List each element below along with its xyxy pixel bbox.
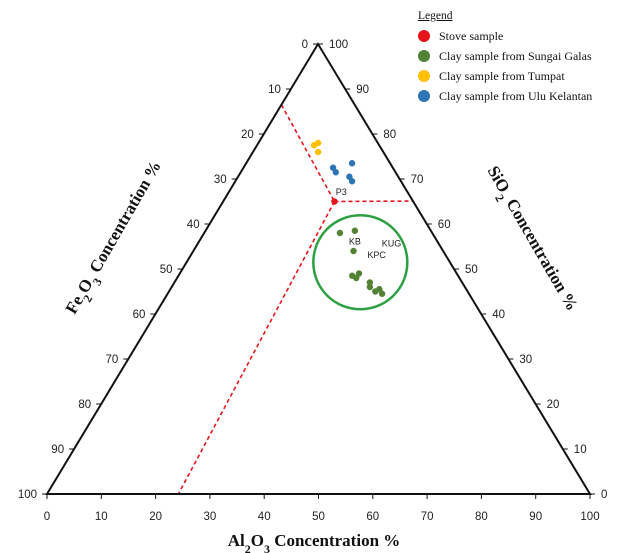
legend-title: Legend [418,10,642,22]
left-tick-label: 50 [160,264,173,276]
left-tick-label: 20 [241,129,254,141]
left-tick-label: 90 [51,444,64,456]
right-tick-label: 30 [519,354,532,366]
point-clay-sample-from-tumpat [315,149,321,155]
left-tick-label: 80 [78,399,91,411]
reference-dashed-line [281,105,334,202]
ternary-triangle [47,44,590,494]
right-tick-label: 70 [411,174,424,186]
legend-item-ulu-kelantan: Clay sample from Ulu Kelantan [418,86,642,106]
right-tick-label: 10 [574,444,587,456]
bottom-tick-label: 80 [475,511,488,523]
legend-item-stove: Stove sample [418,26,642,46]
legend-marker [418,50,430,62]
bottom-tick-label: 70 [421,511,434,523]
point-clay-sample-from-sungai-galas [353,275,359,281]
bottom-tick-label: 100 [580,511,599,523]
left-tick-label: 60 [133,309,146,321]
right-tick-label: 80 [383,129,396,141]
bottom-tick-label: 30 [204,511,217,523]
bottom-tick-label: 50 [312,511,325,523]
point-clay-sample-from-sungai-galas [352,228,358,234]
legend: Legend Stove sample Clay sample from Sun… [418,10,642,106]
annotation-kug: KUG [382,239,402,249]
right-tick-label: 100 [329,39,348,51]
point-clay-sample-from-ulu-kelantan [349,160,355,166]
left-axis-ticks: 0 10 20 30 40 50 60 70 80 90 100 [18,39,318,501]
bottom-tick-label: 20 [149,511,162,523]
bottom-tick-label: 10 [95,511,108,523]
left-tick-label: 70 [106,354,119,366]
point-clay-sample-from-ulu-kelantan [333,169,339,175]
legend-marker [418,90,430,102]
left-tick-label: 40 [187,219,200,231]
left-tick-label: 30 [214,174,227,186]
legend-item-tumpat: Clay sample from Tumpat [418,66,642,86]
left-tick-label: 100 [18,489,37,501]
point-clay-sample-from-sungai-galas [372,288,378,294]
right-axis-title: SiO2 Concentration % [478,163,582,317]
annotation-kb: KB [349,236,361,246]
right-tick-label: 50 [465,264,478,276]
right-tick-label: 90 [356,84,369,96]
legend-label: Stove sample [439,29,503,44]
point-clay-sample-from-sungai-galas [379,291,385,297]
bottom-axis-ticks: 0 10 20 30 40 50 60 70 80 90 100 [44,494,600,523]
point-clay-sample-from-ulu-kelantan [349,178,355,184]
point-clay-sample-from-sungai-galas [350,248,356,254]
bottom-tick-label: 90 [529,511,542,523]
legend-label: Clay sample from Tumpat [439,69,565,84]
reference-lines [178,105,413,494]
legend-marker [418,30,430,42]
bottom-tick-label: 0 [44,511,50,523]
right-tick-label: 40 [492,309,505,321]
legend-label: Clay sample from Ulu Kelantan [439,89,592,104]
annotation-kpc: KPC [367,250,386,260]
highlight-circle [313,215,407,309]
right-tick-label: 20 [547,399,560,411]
left-tick-label: 10 [268,84,281,96]
right-tick-label: 0 [601,489,607,501]
point-clay-sample-from-sungai-galas [367,284,373,290]
point-clay-sample-from-tumpat [315,140,321,146]
annotation-p3: P3 [336,187,347,197]
point-clay-sample-from-sungai-galas [337,230,343,236]
left-axis-title: Fe2O3 Concentration % [62,157,170,320]
left-tick-label: 0 [302,39,308,51]
legend-item-sungai-galas: Clay sample from Sungai Galas [418,46,642,66]
bottom-tick-label: 40 [258,511,271,523]
point-stove-sample [331,198,337,204]
legend-label: Clay sample from Sungai Galas [439,49,592,64]
bottom-axis-title: Al2O3 Concentration % [228,531,401,553]
legend-marker [418,70,430,82]
reference-dashed-line [178,202,334,495]
bottom-tick-label: 60 [366,511,379,523]
right-tick-label: 60 [438,219,451,231]
